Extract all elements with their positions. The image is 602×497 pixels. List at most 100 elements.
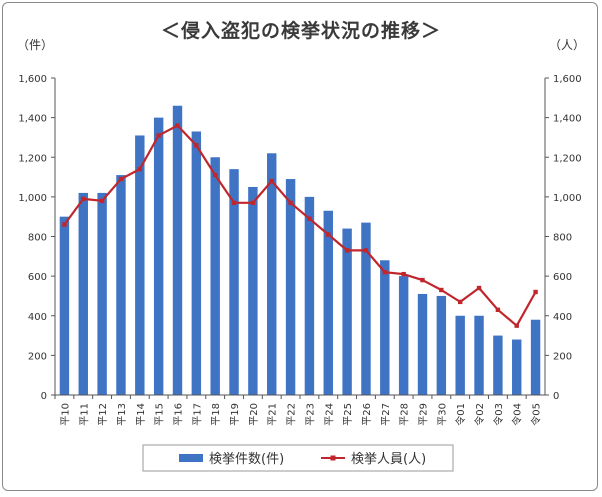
bar xyxy=(172,105,183,396)
left-y-tick-label: 1,600 xyxy=(18,74,47,85)
bar xyxy=(78,192,88,395)
line-point xyxy=(495,307,501,313)
right-y-tick-label: 1,200 xyxy=(553,153,582,164)
bar xyxy=(436,295,447,395)
right-y-tick-label: 1,400 xyxy=(553,114,582,125)
x-tick-label: 平13 xyxy=(117,403,128,426)
bar xyxy=(512,339,522,395)
x-tick-label: 平18 xyxy=(211,403,222,426)
right-y-tick-label: 0 xyxy=(553,391,559,402)
x-tick-label: 令03 xyxy=(492,403,505,426)
right-axis-unit: （人） xyxy=(549,38,585,52)
line-point xyxy=(62,222,67,227)
bar xyxy=(455,315,465,395)
right-y-tick-label: 1,000 xyxy=(553,193,582,204)
line-point xyxy=(382,269,388,275)
line-point xyxy=(457,299,463,305)
x-tick-label: 平22 xyxy=(287,403,298,426)
left-y-tick-label: 800 xyxy=(28,233,47,244)
bar xyxy=(153,117,164,395)
chart: ＜侵入盗犯の検挙状況の推移＞ （件） （人） 0 200 400 600 800 1,00… xyxy=(17,19,585,472)
line-point xyxy=(533,289,538,295)
line-point xyxy=(250,200,256,206)
bar xyxy=(97,192,107,395)
line-point xyxy=(363,248,369,253)
line-point xyxy=(175,123,180,128)
line-point xyxy=(81,196,86,202)
left-y-tick-label: 200 xyxy=(28,351,47,362)
x-tick-label: 令04 xyxy=(511,403,524,426)
legend: 検挙件数(件) 検挙人員(人) xyxy=(142,444,454,472)
line-point xyxy=(514,323,519,328)
x-tick-label: 令02 xyxy=(473,403,486,426)
x-tick-label: 平26 xyxy=(362,403,373,426)
x-tick-label: 平21 xyxy=(268,403,279,426)
left-y-tick-label: 600 xyxy=(28,272,47,283)
bar xyxy=(361,222,371,395)
bar xyxy=(59,216,70,395)
line-point xyxy=(476,285,482,291)
line-path xyxy=(63,124,537,327)
x-tick-label: 平11 xyxy=(79,403,90,426)
x-tick-label: 平12 xyxy=(98,403,109,426)
left-y-tick-label: 0 xyxy=(41,391,47,402)
right-y-tick-label: 1,600 xyxy=(553,74,582,85)
x-tick-label: 平25 xyxy=(343,403,354,426)
x-tick-label: 平15 xyxy=(155,403,166,426)
x-tick-label: 平10 xyxy=(60,403,71,426)
x-tick-label: 平23 xyxy=(305,403,316,426)
line-series xyxy=(62,123,538,328)
bar xyxy=(191,131,202,395)
bar xyxy=(380,260,390,395)
left-y-axis: 0 200 400 600 800 1,000 1,200 1,400 1,600 xyxy=(18,74,56,402)
left-y-tick-label: 400 xyxy=(28,312,47,323)
x-tick-label: 平27 xyxy=(381,403,392,426)
x-tick-label: 平20 xyxy=(249,403,260,426)
bar xyxy=(248,186,258,395)
x-tick-label: 平29 xyxy=(419,403,430,426)
x-tick-label: 平28 xyxy=(400,403,411,426)
line-point xyxy=(156,133,161,138)
x-tick-label: 平30 xyxy=(437,403,448,426)
legend-line-label: 検挙人員(人) xyxy=(351,452,426,467)
bar xyxy=(417,293,428,395)
legend-bar-swatch xyxy=(179,454,203,462)
bar xyxy=(304,196,315,395)
legend-bar-label: 検挙件数(件) xyxy=(209,452,284,467)
left-y-tick-label: 1,200 xyxy=(18,153,47,164)
line-point xyxy=(231,200,237,206)
bar xyxy=(135,135,145,396)
line-point xyxy=(288,200,293,206)
line-point xyxy=(99,198,105,204)
line-point xyxy=(118,176,124,182)
line-point xyxy=(420,277,425,283)
bar xyxy=(267,153,277,395)
chart-frame: ＜侵入盗犯の検挙状況の推移＞ （件） （人） 0 200 400 600 800 1,00… xyxy=(2,2,598,491)
x-tick-label: 令05 xyxy=(530,403,543,426)
line-point xyxy=(326,232,331,237)
bar xyxy=(285,179,296,395)
line-point xyxy=(307,216,312,221)
bar xyxy=(342,228,352,395)
line-point xyxy=(194,143,199,148)
bar xyxy=(229,169,239,395)
left-axis-unit: （件） xyxy=(17,38,53,52)
chart-title: ＜侵入盗犯の検挙状況の推移＞ xyxy=(161,19,441,42)
bar-series xyxy=(59,105,541,396)
line-point xyxy=(439,287,444,293)
bar xyxy=(210,157,220,395)
bar xyxy=(493,335,503,395)
x-tick-label: 平16 xyxy=(174,403,185,426)
right-y-axis: 0 200 400 600 800 1,000 1,200 1,400 1,600 xyxy=(544,74,582,402)
line-point xyxy=(344,248,350,253)
legend-line-marker xyxy=(330,455,336,461)
x-tick-label: 平19 xyxy=(230,403,241,426)
bar xyxy=(398,276,409,395)
right-y-tick-label: 800 xyxy=(553,233,572,244)
x-tick-label: 平17 xyxy=(192,403,203,426)
x-tick-label: 令01 xyxy=(454,403,467,426)
right-y-tick-label: 600 xyxy=(553,272,572,283)
right-y-tick-label: 400 xyxy=(553,312,572,323)
right-y-tick-label: 200 xyxy=(553,351,572,362)
x-axis: 平10 平11 平12 平13 平14 平15 平16 平17 平18 平19 平20 平21 平22 平… xyxy=(54,394,545,426)
